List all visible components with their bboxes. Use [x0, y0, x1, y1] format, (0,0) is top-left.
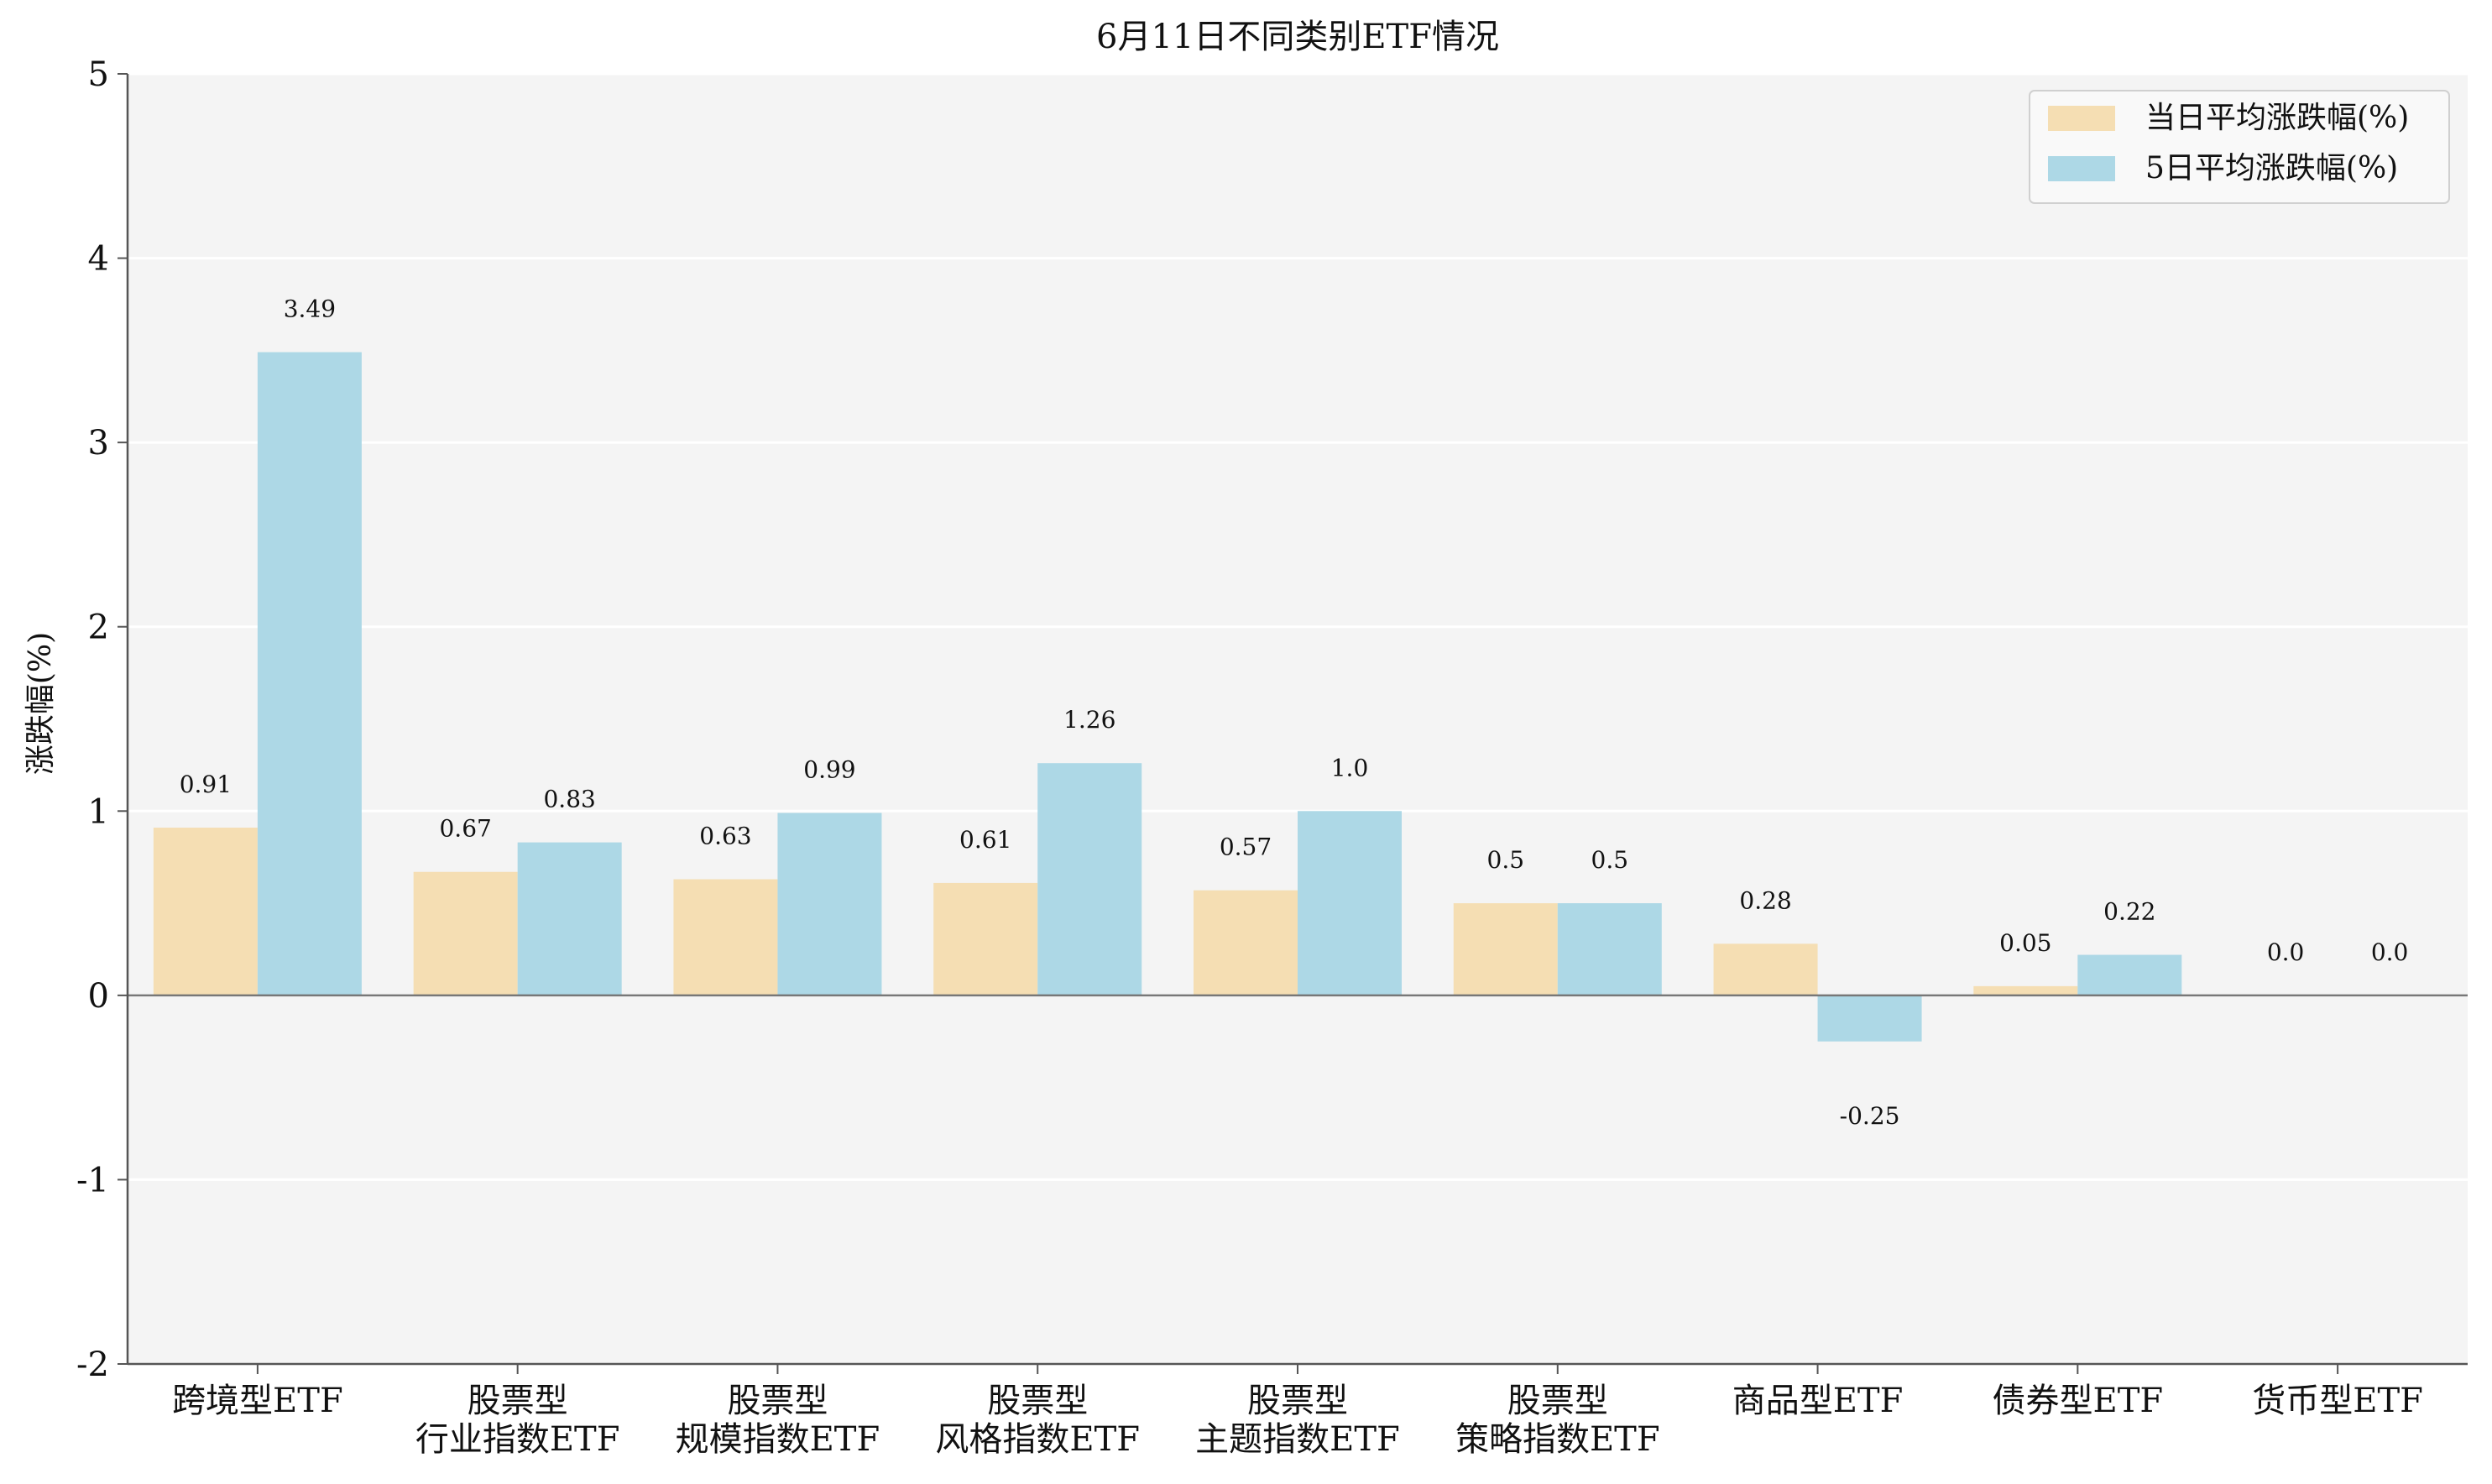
bar-daily: [1713, 943, 1818, 995]
bar-daily: [1973, 985, 2078, 995]
plot-area: [128, 74, 2468, 1364]
data-label-5day: 0.99: [803, 755, 855, 783]
legend-label-5day: 5日平均涨跌幅(%): [2145, 151, 2398, 186]
y-tick-label: 4: [88, 240, 109, 279]
data-label-5day: 1.26: [1063, 706, 1115, 734]
bar-5day: [1817, 995, 1922, 1042]
y-tick-label: 0: [88, 977, 109, 1016]
legend-swatch-5day: [2048, 156, 2115, 181]
x-tick-label: 股票型: [468, 1382, 568, 1420]
bar-daily: [673, 879, 778, 995]
data-label-daily: 0.91: [180, 771, 232, 798]
bar-5day: [517, 842, 622, 995]
x-tick-label: 股票型: [987, 1382, 1088, 1420]
legend: 当日平均涨跌幅(%) 5日平均涨跌幅(%): [2029, 90, 2450, 204]
x-tick-label: 主题指数ETF: [1195, 1420, 1400, 1459]
x-tick-labels: 跨境型ETF 股票型行业指数ETF股票型规模指数ETF股票型风格指数ETF股票型主…: [172, 1364, 2423, 1459]
data-label-daily: 0.57: [1220, 833, 1272, 861]
bar-5day: [777, 813, 882, 995]
legend-swatch-daily: [2048, 106, 2115, 131]
x-tick-label: 债券型ETF: [1993, 1382, 2164, 1420]
bar-labels-group: 0.91 3.49 0.67 0.83 0.63 0.99 0.61 1.26 0.57 1.0 0…: [180, 295, 2409, 1130]
bar-5day: [2077, 954, 2182, 995]
data-label-5day: 3.49: [284, 295, 336, 323]
x-tick-label: 风格指数ETF: [935, 1420, 1140, 1459]
data-label-daily: 0.67: [439, 815, 491, 843]
x-tick-label: 跨境型ETF: [172, 1382, 343, 1420]
data-label-5day: 0.83: [543, 786, 595, 813]
x-tick-label: 股票型: [1507, 1382, 1608, 1420]
data-label-daily: 0.28: [1739, 886, 1791, 914]
bar-5day: [1037, 763, 1142, 995]
x-tick-label: 股票型: [1247, 1382, 1348, 1420]
y-tick-label: -2: [76, 1346, 109, 1384]
legend-label-daily: 当日平均涨跌幅(%): [2145, 101, 2409, 135]
data-label-daily: 0.63: [699, 823, 751, 850]
x-tick-label: 规模指数ETF: [676, 1420, 880, 1459]
data-label-daily: 0.61: [959, 826, 1011, 854]
bars-group: [153, 352, 2182, 1042]
y-tick-label: 5: [88, 55, 109, 94]
y-tick-label: 3: [88, 424, 109, 462]
chart-title: 6月11日不同类别ETF情况: [1096, 18, 1499, 56]
x-tick-label: 股票型: [727, 1382, 828, 1420]
bar-daily: [413, 871, 518, 995]
data-label-5day: 1.0: [1331, 754, 1369, 781]
legend-box: [2029, 90, 2450, 204]
y-tick-label: 1: [88, 792, 109, 831]
data-label-daily: 0.5: [1487, 846, 1525, 874]
bar-daily: [153, 828, 258, 995]
bar-daily: [933, 882, 1038, 995]
bar-5day: [1298, 811, 1402, 995]
bar-5day: [257, 352, 362, 995]
y-tick-label: -1: [76, 1161, 109, 1199]
x-tick-label: 行业指数ETF: [415, 1420, 620, 1459]
data-label-5day: -0.25: [1840, 1102, 1900, 1130]
data-label-daily: 0.0: [2267, 938, 2305, 966]
bar-daily: [1194, 890, 1298, 995]
data-label-5day: 0.22: [2103, 898, 2155, 926]
bar-5day: [1557, 903, 1662, 995]
y-tick-label: 2: [88, 609, 109, 647]
x-tick-label: 货币型ETF: [2252, 1382, 2423, 1420]
data-label-daily: 0.05: [1999, 929, 2051, 957]
x-tick-label: 商品型ETF: [1732, 1382, 1904, 1420]
y-tick-labels: -2 -1 0 1 2 3 4 5: [76, 55, 128, 1384]
data-label-5day: 0.0: [2371, 938, 2409, 966]
y-axis-label: 涨跌幅(%): [24, 632, 58, 775]
x-tick-label: 策略指数ETF: [1455, 1420, 1660, 1459]
bar-daily: [1453, 903, 1558, 995]
data-label-5day: 0.5: [1591, 846, 1629, 874]
